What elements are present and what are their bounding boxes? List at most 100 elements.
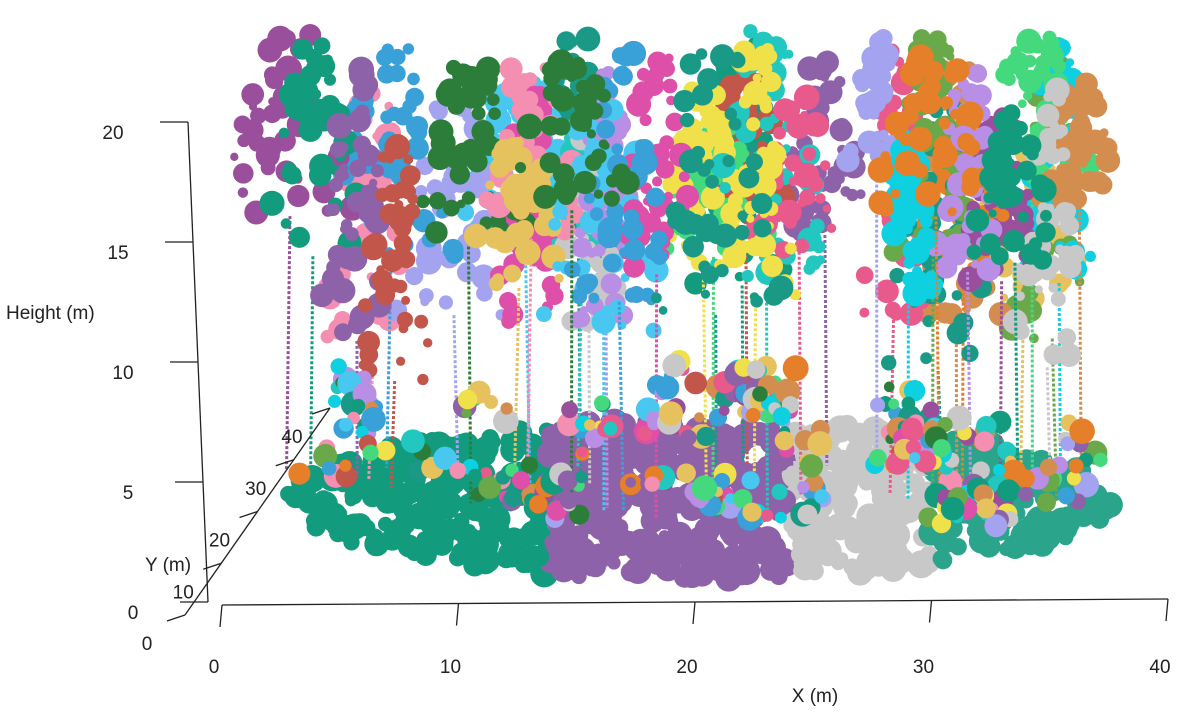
point bbox=[743, 24, 758, 39]
point bbox=[894, 150, 921, 177]
point bbox=[691, 145, 706, 160]
point bbox=[920, 352, 933, 365]
point bbox=[700, 185, 725, 210]
point bbox=[940, 496, 965, 521]
point bbox=[589, 207, 604, 221]
point bbox=[724, 107, 738, 121]
point bbox=[714, 423, 734, 442]
point bbox=[772, 407, 791, 426]
point bbox=[341, 513, 368, 540]
point bbox=[407, 193, 419, 205]
point bbox=[975, 498, 996, 519]
y-tick-label: 40 bbox=[281, 427, 302, 448]
point bbox=[571, 568, 587, 585]
point bbox=[945, 52, 955, 61]
trunk bbox=[1019, 300, 1026, 473]
point bbox=[803, 263, 816, 275]
point bbox=[461, 191, 476, 205]
point bbox=[836, 552, 849, 565]
point bbox=[375, 440, 396, 461]
point bbox=[901, 396, 916, 411]
point bbox=[786, 113, 812, 139]
point bbox=[700, 115, 714, 129]
point bbox=[680, 429, 697, 446]
understory bbox=[1058, 414, 1108, 468]
point bbox=[719, 518, 745, 545]
point bbox=[552, 203, 569, 220]
point bbox=[466, 151, 488, 173]
understory bbox=[619, 465, 676, 496]
point bbox=[1057, 328, 1077, 347]
point bbox=[313, 491, 338, 516]
point bbox=[370, 164, 384, 178]
point bbox=[774, 431, 794, 451]
point bbox=[1057, 510, 1081, 535]
point bbox=[514, 229, 525, 239]
point bbox=[645, 322, 662, 339]
point bbox=[946, 405, 972, 431]
point bbox=[456, 262, 478, 283]
point bbox=[697, 163, 711, 177]
point bbox=[1051, 92, 1066, 107]
point bbox=[326, 260, 341, 275]
point bbox=[323, 73, 337, 86]
point bbox=[1020, 242, 1042, 265]
point bbox=[1017, 211, 1029, 223]
point bbox=[710, 44, 735, 69]
point bbox=[603, 421, 618, 436]
point bbox=[402, 43, 415, 55]
point bbox=[579, 306, 589, 315]
point bbox=[1093, 452, 1108, 468]
point bbox=[974, 431, 995, 452]
point bbox=[514, 555, 533, 574]
point bbox=[996, 208, 1010, 222]
point bbox=[815, 193, 826, 204]
point bbox=[856, 427, 877, 449]
point bbox=[375, 188, 386, 200]
understory bbox=[676, 463, 736, 509]
point bbox=[746, 117, 761, 132]
point bbox=[698, 213, 719, 234]
point bbox=[360, 234, 387, 261]
point bbox=[1066, 244, 1085, 264]
point bbox=[576, 274, 596, 295]
point bbox=[1018, 486, 1033, 502]
point bbox=[602, 253, 622, 273]
point bbox=[369, 178, 378, 188]
point bbox=[471, 106, 486, 121]
point bbox=[611, 143, 623, 155]
point bbox=[932, 439, 951, 458]
point bbox=[807, 431, 833, 457]
point bbox=[942, 195, 954, 207]
point bbox=[237, 187, 249, 198]
point bbox=[944, 266, 954, 277]
point bbox=[1001, 167, 1021, 187]
point bbox=[719, 182, 731, 194]
point bbox=[888, 244, 903, 260]
point bbox=[908, 452, 921, 464]
point bbox=[531, 523, 551, 542]
point bbox=[292, 104, 311, 123]
point bbox=[430, 533, 454, 556]
point bbox=[1039, 458, 1058, 476]
point bbox=[822, 204, 831, 213]
point bbox=[767, 140, 780, 154]
point bbox=[965, 208, 990, 233]
point bbox=[922, 77, 941, 96]
point bbox=[1060, 436, 1076, 452]
point bbox=[430, 102, 448, 121]
point bbox=[600, 273, 622, 295]
point bbox=[469, 546, 493, 569]
point bbox=[863, 47, 882, 66]
x-tick bbox=[692, 601, 696, 625]
point bbox=[438, 295, 453, 310]
point bbox=[949, 538, 967, 556]
point bbox=[849, 561, 863, 575]
point bbox=[684, 272, 707, 295]
point bbox=[992, 463, 1006, 477]
point bbox=[268, 97, 277, 106]
z-tick-label: 20 bbox=[102, 123, 123, 144]
point bbox=[646, 187, 666, 207]
point bbox=[407, 72, 420, 86]
point bbox=[882, 521, 911, 550]
